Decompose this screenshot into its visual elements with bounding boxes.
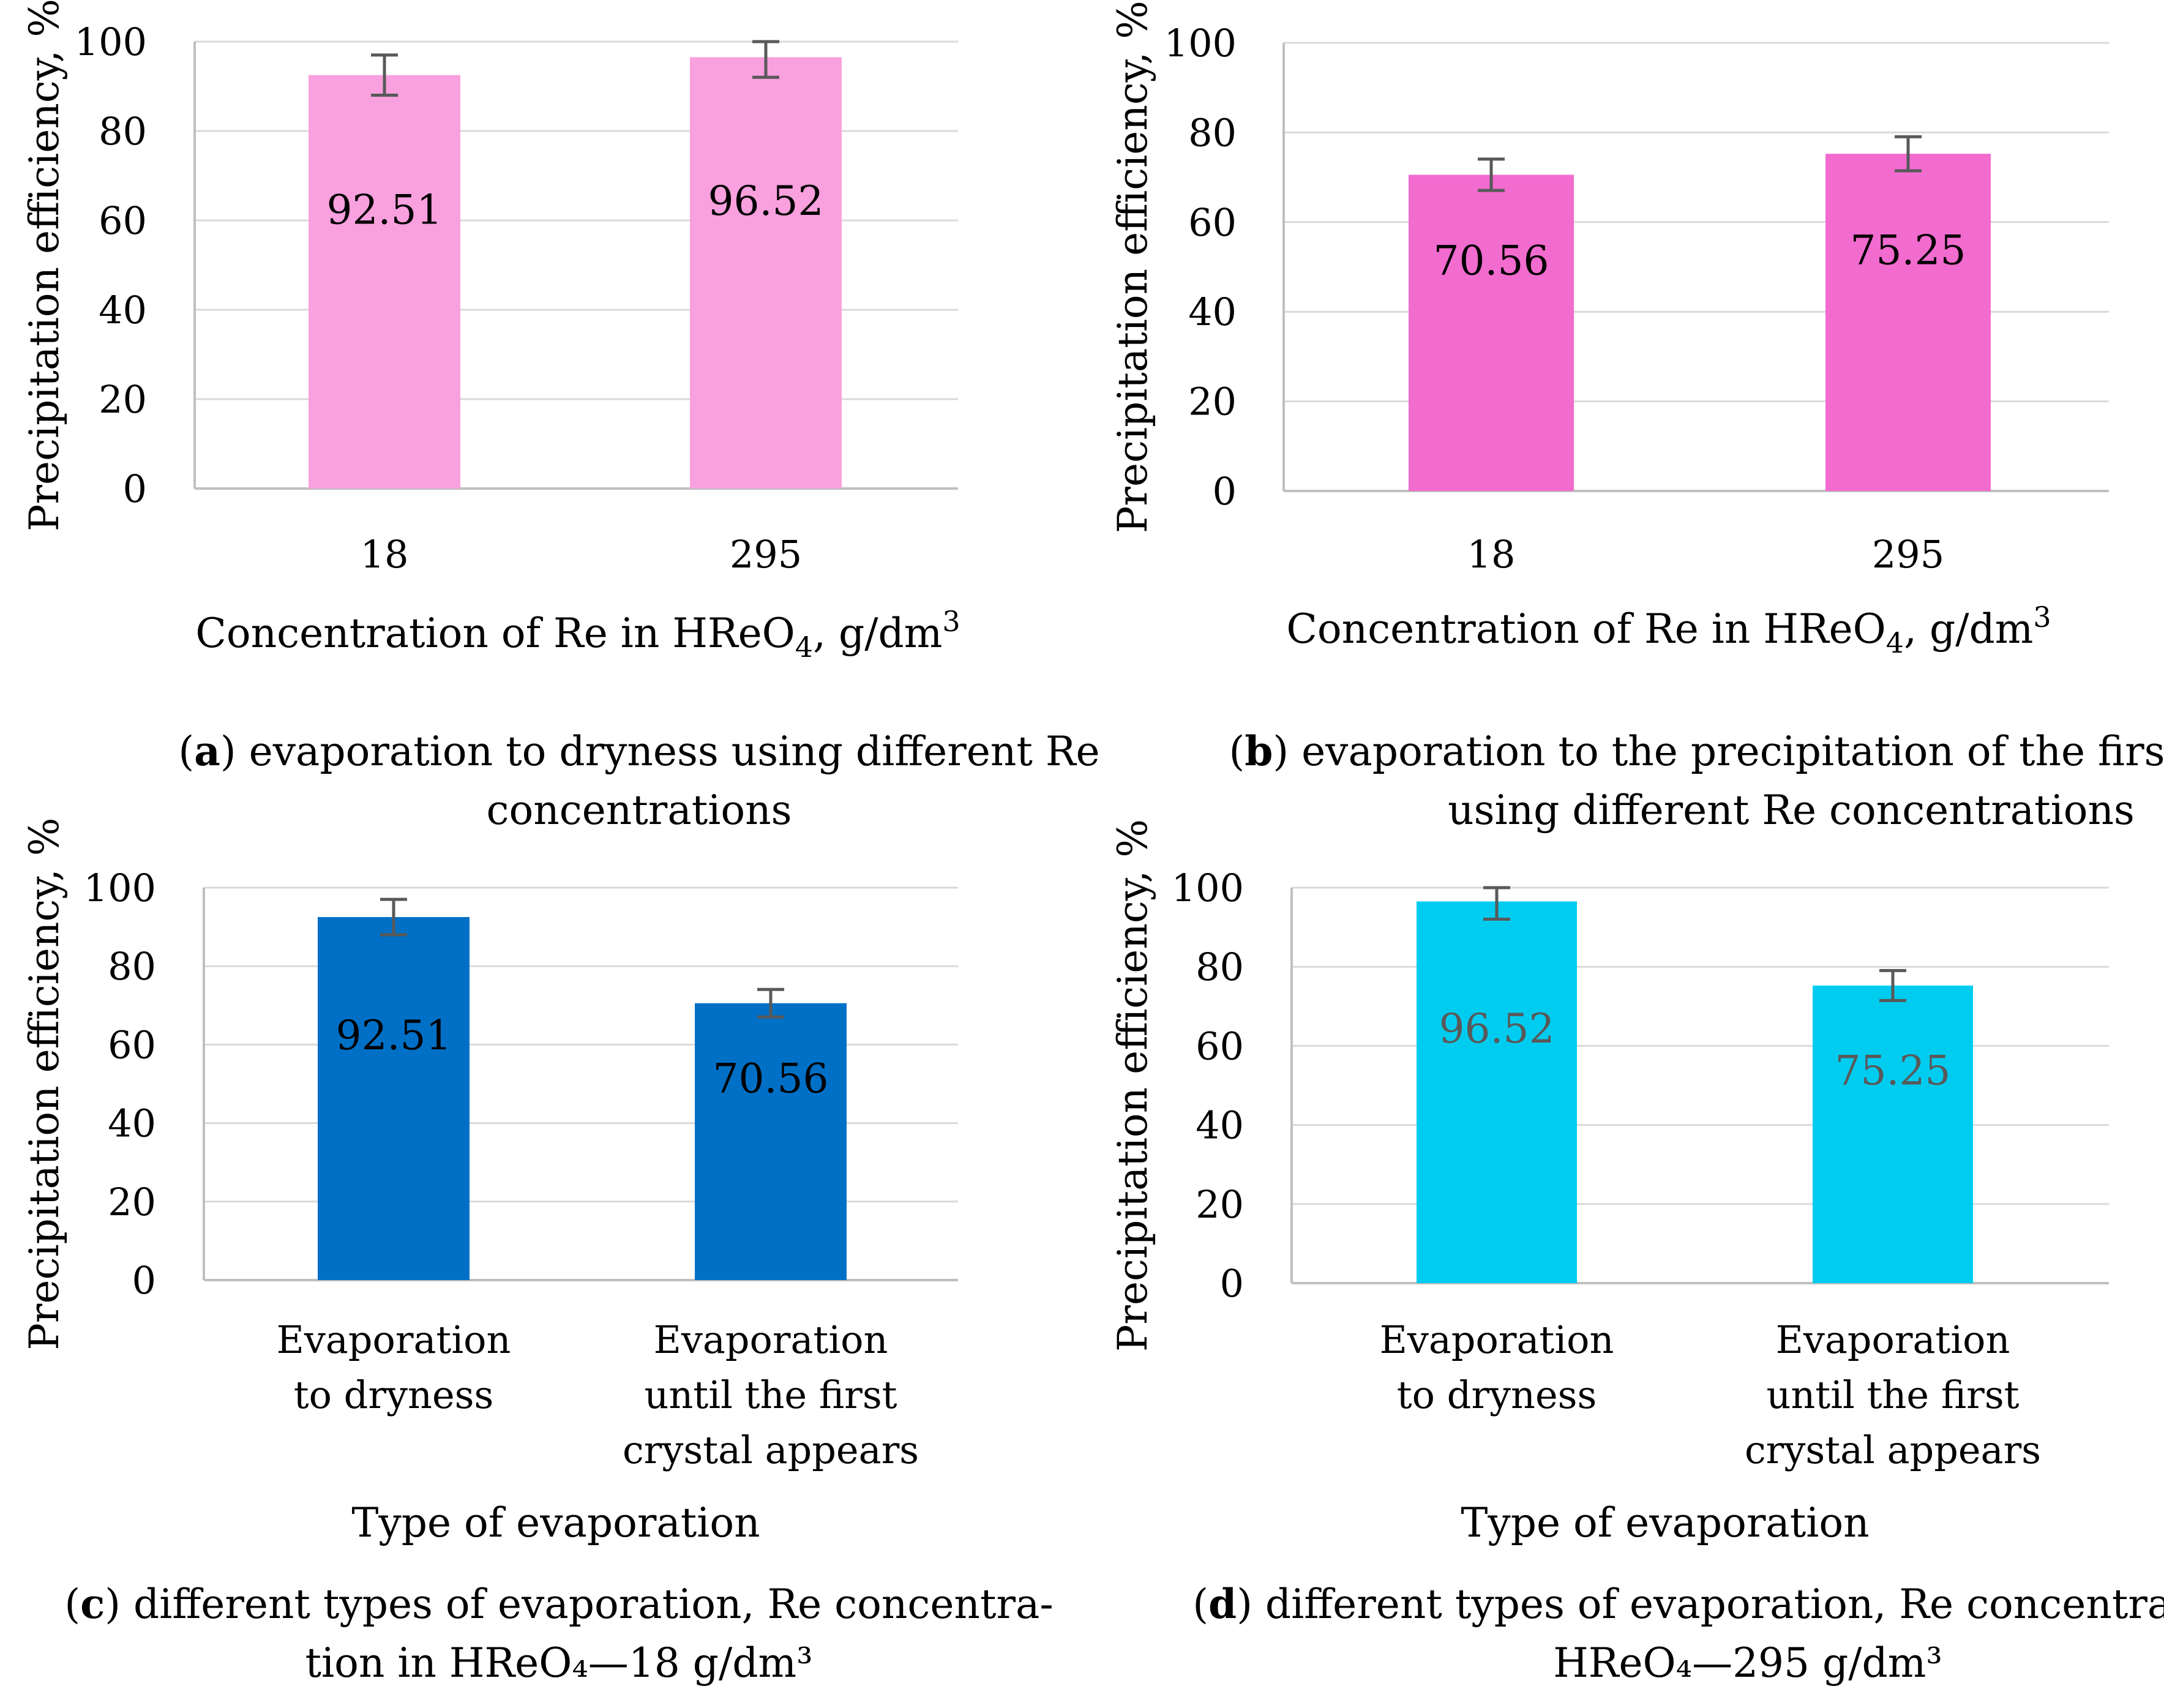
x-tick-label: Evaporation: [1776, 1317, 2010, 1362]
y-tick-label: 80: [99, 109, 147, 154]
x-tick-label: 295: [730, 532, 802, 577]
caption-line: (a) evaporation to dryness using differe…: [178, 727, 1099, 775]
caption-letter: a: [194, 727, 220, 775]
caption-line: HReO₄—295 g/dm³: [1553, 1639, 1942, 1687]
data-label: 70.56: [713, 1055, 829, 1102]
x-tick-label: until the first: [644, 1373, 897, 1417]
x-axis-title: Type of evaporation: [1461, 1499, 1869, 1546]
x-tick-label: until the first: [1766, 1373, 2019, 1417]
y-tick-label: 20: [108, 1180, 156, 1224]
x-tick-label: 295: [1872, 532, 1944, 577]
y-tick-label: 100: [84, 866, 156, 910]
y-tick-label: 60: [108, 1022, 156, 1067]
y-axis-title: Precipitation efficiency, %: [21, 0, 68, 531]
bar: [695, 1003, 847, 1280]
y-axis-title: Precipitation efficiency, %: [1109, 819, 1156, 1352]
bar: [318, 917, 470, 1280]
caption-line: tion in HReO₄—18 g/dm³: [305, 1639, 812, 1687]
x-tick-label: Evaporation: [654, 1317, 888, 1362]
y-tick-label: 40: [1188, 290, 1237, 334]
chart-panel-d: 0 20 40 60 80 100 96.52 Evaporation to dryness 75…: [1109, 819, 2164, 1687]
bar: [1825, 154, 1991, 492]
bar: [1417, 901, 1577, 1283]
caption-letter: b: [1245, 727, 1273, 775]
caption-letter: d: [1208, 1580, 1237, 1628]
y-tick-label: 100: [1172, 866, 1244, 910]
x-tick-label: to dryness: [294, 1373, 494, 1417]
y-tick-label: 100: [75, 20, 147, 64]
data-label: 96.52: [708, 178, 824, 225]
y-tick-label: 60: [1196, 1024, 1244, 1068]
y-tick-label: 80: [1188, 110, 1237, 155]
data-label: 75.25: [1835, 1047, 1951, 1095]
x-axis-title: Concentration of Re in HReO4, g/dm3: [195, 605, 960, 664]
x-tick-label: 18: [361, 532, 409, 577]
bar: [690, 57, 842, 489]
caption-line: concentrations: [487, 787, 792, 834]
x-tick-label: 18: [1467, 532, 1516, 577]
caption-line: (b) evaporation to the precipitation of …: [1229, 727, 2164, 775]
y-tick-label: 80: [1196, 945, 1244, 989]
y-axis-title: Precipitation efficiency, %: [21, 817, 68, 1350]
y-tick-label: 100: [1164, 21, 1237, 66]
y-tick-label: 60: [1188, 200, 1237, 245]
data-label: 92.51: [327, 187, 443, 234]
y-tick-label: 0: [132, 1258, 156, 1303]
caption-line: (d) different types of evaporation, Re c…: [1192, 1580, 2164, 1628]
y-tick-label: 20: [1188, 380, 1237, 424]
chart-panel-a: 0 20 40 60 80 100 92.51 18 96.52 295 Precipitation…: [21, 0, 1100, 834]
caption-line: (c) different types of evaporation, Re c…: [64, 1580, 1053, 1628]
caption-letter: c: [80, 1580, 105, 1628]
y-tick-label: 20: [1196, 1182, 1244, 1227]
bar: [1813, 985, 1973, 1283]
data-label: 75.25: [1851, 227, 1966, 274]
y-tick-label: 0: [1213, 469, 1237, 514]
y-tick-label: 40: [1196, 1103, 1244, 1148]
y-tick-label: 40: [99, 288, 147, 332]
y-tick-label: 60: [99, 198, 147, 243]
chart-panel-c: 0 20 40 60 80 100 92.51 Evaporation to dryness 70…: [21, 817, 1054, 1687]
data-label: 70.56: [1434, 238, 1549, 285]
x-tick-label: Evaporation: [277, 1317, 511, 1362]
x-axis-title: Type of evaporation: [351, 1499, 760, 1546]
data-label: 96.52: [1439, 1005, 1555, 1052]
x-tick-label: to dryness: [1397, 1373, 1597, 1417]
x-tick-label: crystal appears: [623, 1428, 919, 1472]
y-tick-label: 0: [123, 466, 147, 511]
x-tick-label: crystal appears: [1745, 1428, 2041, 1472]
y-tick-label: 80: [108, 944, 156, 989]
bar: [309, 75, 460, 489]
x-tick-label: Evaporation: [1380, 1317, 1614, 1362]
y-tick-label: 20: [99, 377, 147, 422]
y-axis-title: Precipitation efficiency, %: [1109, 1, 1156, 533]
y-tick-label: 40: [108, 1101, 156, 1146]
data-label: 92.51: [336, 1012, 452, 1059]
bar: [1409, 174, 1574, 491]
y-tick-label: 0: [1220, 1261, 1244, 1306]
chart-panel-b: 0 20 40 60 80 100 70.56 18 75.25 295 Precipitation…: [1109, 1, 2164, 834]
x-axis-title: Concentration of Re in HReO4, g/dm3: [1286, 601, 2051, 659]
caption-line: using different Re concentrations: [1448, 787, 2135, 834]
